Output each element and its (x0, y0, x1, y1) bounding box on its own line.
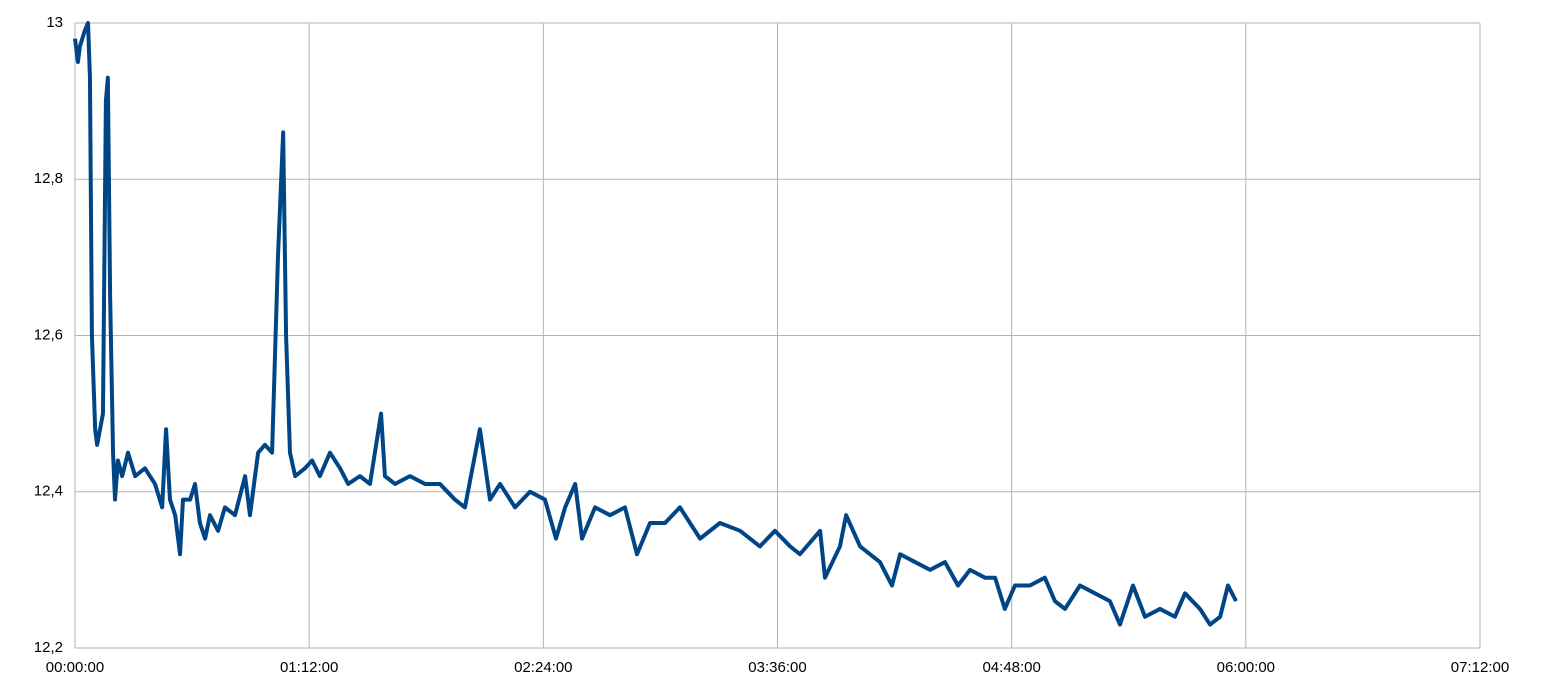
y-tick-label: 12,6 (34, 326, 63, 343)
data-line (73, 21, 1238, 627)
x-tick-label: 06:00:00 (1217, 659, 1275, 676)
x-tick-label: 01:12:00 (280, 659, 338, 676)
y-tick-label: 13 (46, 14, 63, 31)
x-tick-label: 04:48:00 (982, 659, 1040, 676)
y-tick-label: 12,4 (34, 483, 63, 500)
x-tick-label: 00:00:00 (46, 659, 104, 676)
y-tick-label: 12,2 (34, 639, 63, 656)
y-tick-label: 12,8 (34, 170, 63, 187)
x-tick-label: 02:24:00 (514, 659, 572, 676)
x-tick-label: 07:12:00 (1451, 659, 1509, 676)
x-tick-label: 03:36:00 (748, 659, 806, 676)
